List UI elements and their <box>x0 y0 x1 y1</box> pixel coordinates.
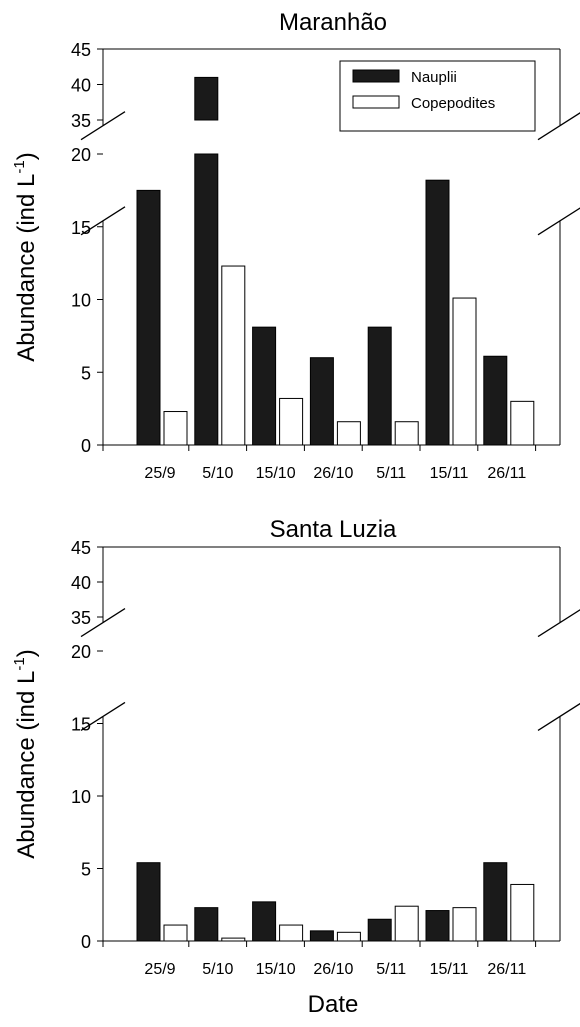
bar-nauplii <box>194 907 219 942</box>
chart-panel: Santa Luzia 0 5 10 15 20 35 40 45 25/9 5/10 15/10 26… <box>11 516 580 978</box>
axis-break-mark <box>537 609 580 638</box>
axis-break-mark <box>537 112 580 141</box>
chart-title: Santa Luzia <box>270 516 397 543</box>
bar-copepodites <box>452 907 477 942</box>
bar-nauplii <box>483 862 508 942</box>
x-tick-label: 26/11 <box>487 465 526 482</box>
axis-break-mark <box>80 206 126 236</box>
x-tick-label: 26/11 <box>487 961 526 978</box>
y-tick-label: 15 <box>71 218 91 238</box>
y-axis-label-close: ) <box>13 152 40 160</box>
bar-copepodites <box>510 400 535 446</box>
bar-nauplii <box>309 930 334 942</box>
y-tick-label: 5 <box>81 860 91 880</box>
y-axis-label-superscript: -1 <box>11 160 28 173</box>
bar-copepodites <box>394 905 419 942</box>
bar-nauplii <box>367 326 392 446</box>
bar-nauplii <box>309 357 334 446</box>
chart-panel: Maranhão 0 5 10 15 20 35 40 45 25/9 5/10 15/10 26/10… <box>11 9 580 482</box>
y-tick-label: 10 <box>71 787 91 807</box>
y-axis-label: Abundance (ind L-1) <box>11 152 40 362</box>
bar-nauplii <box>425 179 450 446</box>
y-tick-label: 40 <box>71 76 91 96</box>
y-axis-label-close: ) <box>13 649 40 657</box>
legend-label: Copepodites <box>411 95 495 112</box>
legend: Nauplii Copepodites <box>339 60 536 132</box>
x-axis-label: Date <box>308 991 359 1018</box>
bar-copepodites <box>163 924 188 942</box>
chart-title: Maranhão <box>279 9 387 36</box>
y-axis-label-superscript: -1 <box>11 657 28 670</box>
bar-nauplii <box>194 76 219 121</box>
y-axis-label-main: Abundance (ind L <box>13 174 40 362</box>
bar-nauplii <box>136 189 161 446</box>
axis-break-mark <box>80 608 126 638</box>
x-tick-label: 25/9 <box>144 961 175 978</box>
x-tick-label: 25/9 <box>144 465 175 482</box>
y-tick-label: 35 <box>71 111 91 131</box>
bar-copepodites <box>221 265 246 446</box>
axis-break-mark <box>80 701 126 731</box>
y-tick-label: 0 <box>81 436 91 456</box>
bar-copepodites <box>510 883 535 942</box>
y-tick-label: 35 <box>71 608 91 628</box>
bar-nauplii <box>367 918 392 942</box>
bar-copepodites <box>394 421 419 446</box>
y-tick-label: 40 <box>71 573 91 593</box>
axis-break-mark <box>537 207 580 236</box>
x-tick-label: 15/11 <box>430 961 469 978</box>
bar-nauplii <box>483 355 508 446</box>
x-tick-label: 5/11 <box>376 961 406 978</box>
bar-copepodites <box>452 297 477 446</box>
bar-copepodites <box>336 421 361 446</box>
y-tick-label: 10 <box>71 291 91 311</box>
legend-swatch <box>352 95 400 109</box>
bar-nauplii <box>136 862 161 942</box>
y-axis-label: Abundance (ind L-1) <box>11 649 40 859</box>
bar-copepodites <box>163 411 188 446</box>
bar-copepodites <box>336 931 361 942</box>
bar-nauplii <box>425 910 450 942</box>
x-tick-label: 15/11 <box>430 465 469 482</box>
bar-copepodites <box>279 397 304 446</box>
y-tick-label: 45 <box>71 40 91 60</box>
legend-swatch <box>352 69 400 83</box>
x-tick-label: 15/10 <box>256 465 296 482</box>
x-tick-label: 26/10 <box>313 961 353 978</box>
bar-copepodites <box>279 924 304 942</box>
bar-copepodites <box>221 937 246 942</box>
legend-label: Nauplii <box>411 69 457 86</box>
y-tick-label: 15 <box>71 715 91 735</box>
bar-nauplii <box>194 153 219 446</box>
x-tick-label: 5/11 <box>376 465 406 482</box>
y-tick-label: 5 <box>81 363 91 383</box>
y-tick-label: 20 <box>71 642 91 662</box>
chart-panels: Maranhão 0 5 10 15 20 35 40 45 25/9 5/10 15/10 26/10… <box>11 9 580 978</box>
y-tick-label: 0 <box>81 932 91 952</box>
axis-break-mark <box>537 702 580 731</box>
y-axis-label-main: Abundance (ind L <box>13 671 40 859</box>
y-tick-label: 45 <box>71 538 91 558</box>
bar-nauplii <box>252 901 277 942</box>
y-tick-label: 20 <box>71 145 91 165</box>
x-tick-label: 26/10 <box>313 465 353 482</box>
x-tick-label: 5/10 <box>202 465 233 482</box>
x-tick-label: 15/10 <box>256 961 296 978</box>
axis-break-mark <box>80 111 126 141</box>
bar-nauplii <box>252 326 277 446</box>
x-tick-label: 5/10 <box>202 961 233 978</box>
